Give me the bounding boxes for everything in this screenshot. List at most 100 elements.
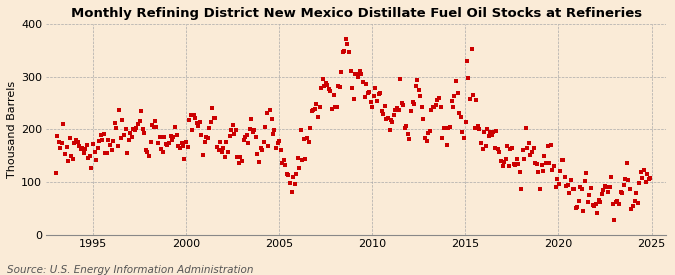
Point <box>575 185 586 189</box>
Point <box>468 93 479 97</box>
Point <box>421 138 432 143</box>
Point <box>242 141 253 145</box>
Point <box>258 140 269 144</box>
Point <box>169 124 180 129</box>
Point <box>541 161 551 166</box>
Point <box>265 108 275 112</box>
Point <box>210 116 221 120</box>
Point <box>234 161 244 165</box>
Point <box>128 127 138 131</box>
Point <box>74 143 84 148</box>
Point <box>448 104 458 109</box>
Point <box>514 169 525 174</box>
Point <box>530 161 541 166</box>
Point <box>408 100 418 104</box>
Point <box>639 168 649 173</box>
Point <box>109 121 120 125</box>
Point <box>390 108 401 112</box>
Point <box>232 154 243 159</box>
Point <box>124 138 134 142</box>
Point <box>126 135 137 139</box>
Point <box>629 199 640 203</box>
Point <box>255 146 266 150</box>
Point <box>550 185 561 189</box>
Point <box>246 117 256 122</box>
Point <box>573 199 584 204</box>
Point <box>199 140 210 144</box>
Point <box>632 201 643 205</box>
Point <box>143 153 154 158</box>
Point <box>465 97 476 101</box>
Point <box>223 149 234 154</box>
Point <box>364 90 375 95</box>
Point <box>404 136 415 141</box>
Point <box>178 144 188 148</box>
Point <box>488 130 499 134</box>
Point <box>119 133 130 137</box>
Point <box>617 191 628 195</box>
Point <box>95 133 106 138</box>
Point <box>620 177 630 182</box>
Point <box>249 128 260 132</box>
Point <box>412 78 423 82</box>
Point <box>70 138 81 142</box>
Point <box>306 109 317 114</box>
Point <box>190 116 200 120</box>
Point <box>305 126 316 130</box>
Point <box>216 150 227 154</box>
Point <box>151 124 162 129</box>
Point <box>114 108 125 112</box>
Point <box>544 160 555 165</box>
Point <box>609 218 620 222</box>
Point <box>370 86 381 90</box>
Point <box>624 187 635 191</box>
Point <box>253 160 264 164</box>
Point <box>626 206 637 211</box>
Point <box>482 127 493 131</box>
Point <box>533 170 544 175</box>
Point <box>236 159 247 163</box>
Point <box>510 163 520 167</box>
Point <box>402 132 413 136</box>
Point <box>495 159 506 164</box>
Point <box>561 184 572 188</box>
Point <box>346 68 356 73</box>
Point <box>308 108 319 112</box>
Point <box>502 144 513 148</box>
Point <box>157 150 168 155</box>
Point <box>156 147 167 152</box>
Point <box>140 147 151 152</box>
Point <box>212 145 223 149</box>
Point <box>500 156 511 161</box>
Point <box>387 120 398 124</box>
Point <box>105 143 115 147</box>
Point <box>486 133 497 137</box>
Point <box>131 126 142 130</box>
Point <box>328 93 339 97</box>
Point <box>623 177 634 182</box>
Point <box>437 135 448 140</box>
Point <box>327 107 338 111</box>
Point <box>556 158 567 162</box>
Point <box>336 70 347 74</box>
Point <box>608 201 618 206</box>
Point <box>224 134 235 138</box>
Point <box>429 105 439 109</box>
Point <box>240 135 250 139</box>
Point <box>576 186 587 191</box>
Point <box>415 94 426 98</box>
Point <box>229 131 240 136</box>
Point <box>511 156 522 161</box>
Point <box>52 133 63 138</box>
Point <box>418 116 429 121</box>
Point <box>154 134 165 139</box>
Point <box>462 59 472 63</box>
Point <box>392 106 402 111</box>
Point <box>149 119 160 123</box>
Point <box>108 139 119 143</box>
Point <box>529 146 539 150</box>
Point <box>426 108 437 112</box>
Point <box>163 141 174 146</box>
Point <box>89 150 100 154</box>
Point <box>518 148 529 153</box>
